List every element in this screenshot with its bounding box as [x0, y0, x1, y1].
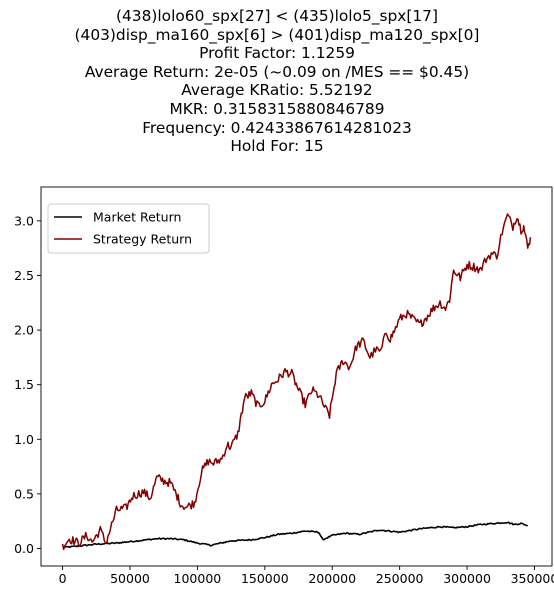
- x-tick-label: 350000: [511, 571, 554, 586]
- x-tick-label: 300000: [443, 571, 491, 586]
- series-line-market-return: [62, 521, 528, 549]
- title-line-rule-2: (403)disp_ma160_spx[6] > (401)disp_ma120…: [74, 25, 480, 44]
- title-line-frequency: Frequency: 0.42433867614281023: [142, 118, 412, 137]
- x-tick-label: 200000: [308, 571, 356, 586]
- title-line-average-kratio: Average KRatio: 5.52192: [181, 81, 373, 100]
- title-line-hold-for: Hold For: 15: [230, 137, 324, 156]
- legend: Market Return Strategy Return: [47, 203, 210, 254]
- plot-frame: [40, 186, 553, 567]
- x-axis: 0 50000 100000 150000 200000 250000 300000 3500…: [59, 566, 554, 586]
- title-line-average-return: Average Return: 2e-05 (~0.09 on /MES == …: [84, 62, 470, 81]
- x-tick-label: 100000: [174, 571, 222, 586]
- y-tick-label: 1.0: [14, 432, 34, 447]
- y-tick-label: 2.5: [14, 268, 34, 283]
- x-tick-label: 250000: [376, 571, 424, 586]
- legend-box: [47, 203, 210, 254]
- y-tick-label: 0.0: [14, 541, 34, 556]
- y-axis: 0.0 0.5 1.0 1.5 2.0 2.5 3.0: [14, 213, 41, 556]
- y-tick-label: 0.5: [14, 486, 34, 501]
- title-line-mkr: MKR: 0.3158315880846789: [169, 99, 385, 118]
- x-tick-label: 50000: [110, 571, 150, 586]
- series-line-strategy-return: [61, 213, 532, 551]
- y-tick-label: 1.5: [14, 377, 34, 392]
- x-tick-label: 150000: [241, 571, 289, 586]
- x-tick-label: 0: [59, 571, 67, 586]
- legend-label: Strategy Return: [93, 232, 192, 247]
- series-layer: [61, 213, 532, 551]
- legend-label: Market Return: [93, 210, 181, 225]
- title-line-rule-1: (438)lolo60_spx[27] < (435)lolo5_spx[17]: [116, 7, 438, 25]
- y-tick-label: 3.0: [14, 213, 34, 228]
- title-line-profit-factor: Profit Factor: 1.1259: [199, 44, 355, 63]
- chart-title: (438)lolo60_spx[27] < (435)lolo5_spx[17]…: [0, 7, 554, 156]
- y-tick-label: 2.0: [14, 323, 34, 338]
